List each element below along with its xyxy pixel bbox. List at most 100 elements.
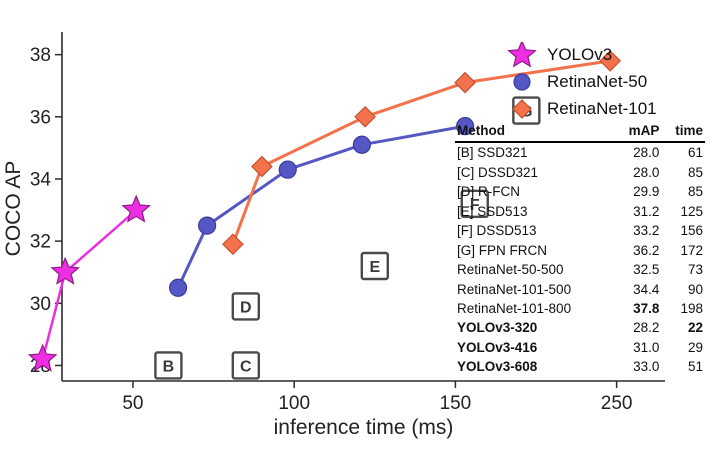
retinanet-101-diamond-marker <box>222 233 244 256</box>
map-cell: 31.0 <box>633 339 660 355</box>
map-cell: 34.4 <box>633 281 660 297</box>
annotation-letter: B <box>163 358 175 375</box>
method-cell: RetinaNet-50-500 <box>457 262 564 278</box>
annotation-box-D <box>231 292 261 321</box>
method-cell: YOLOv3-320 <box>457 320 538 336</box>
time-cell: 85 <box>687 184 703 200</box>
y-tick-label: 36 <box>30 107 51 128</box>
annotation-C: C <box>231 351 261 380</box>
yolov3-line <box>41 208 138 361</box>
method-cell: YOLOv3-416 <box>457 339 538 355</box>
time-cell: 22 <box>687 320 703 336</box>
table-header-row: Method mAP time <box>455 121 705 144</box>
map-cell: 31.2 <box>633 203 660 219</box>
results-table: Method mAP time [B] SSD321 28.0 61 [C] DSSD321… <box>455 121 705 377</box>
time-cell: 85 <box>687 164 703 180</box>
legend-label-yolov3: YOLOv3 <box>547 45 613 64</box>
annotation-D: D <box>231 292 261 321</box>
time-cell: 156 <box>680 223 703 239</box>
table-header-method: Method <box>455 121 610 144</box>
map-cell: 28.2 <box>633 320 660 336</box>
annotation-box-F <box>460 189 489 219</box>
table-row: [E] SSD513 31.2 125 <box>455 202 705 221</box>
legend-item-yolov3: YOLOv3 <box>506 42 657 68</box>
method-cell: RetinaNet-101-800 <box>457 300 572 316</box>
y-axis-title: COCO AP <box>2 161 25 257</box>
map-cell: 33.2 <box>633 223 660 239</box>
table-row: RetinaNet-101-500 34.4 90 <box>455 280 705 299</box>
annotation-F: F <box>460 189 489 219</box>
table-row: RetinaNet-50-500 32.5 73 <box>455 260 705 279</box>
retinanet-50-circle-marker <box>278 160 297 179</box>
table-header-map: mAP <box>609 121 662 144</box>
yolov3-star-marker <box>27 343 58 372</box>
map-cell: 37.8 <box>633 300 660 316</box>
retinanet-50-legend-circle-icon <box>513 73 531 91</box>
method-cell: [C] DSSD321 <box>457 164 539 180</box>
method-cell: [G] FPN FRCN <box>457 242 547 258</box>
legend-label-retinanet-101: RetinaNet-101 <box>547 99 657 118</box>
retinanet-50-line <box>176 124 467 290</box>
method-cell: [D] R-FCN <box>457 184 520 200</box>
annotation-B: B <box>154 351 183 380</box>
map-cell: 28.0 <box>633 145 660 161</box>
annotation-letter: C <box>240 358 252 375</box>
map-cell: 29.9 <box>633 184 660 200</box>
annotation-box-C <box>231 351 261 380</box>
time-cell: 61 <box>687 145 703 161</box>
annotation-letter: E <box>369 259 380 276</box>
table-row: [B] SSD321 28.0 61 <box>455 142 705 162</box>
time-cell: 29 <box>687 339 703 355</box>
map-cell: 36.2 <box>633 242 660 258</box>
method-cell: RetinaNet-101-500 <box>457 281 572 297</box>
legend-item-retinanet-50: RetinaNet-50 <box>506 69 657 95</box>
map-cell: 28.0 <box>633 164 660 180</box>
table-row: [C] DSSD321 28.0 85 <box>455 163 705 182</box>
legend-item-retinanet-101: RetinaNet-101 <box>506 96 657 122</box>
retinanet-101-diamond-marker <box>599 50 622 72</box>
chart-legend: YOLOv3 RetinaNet-50 RetinaNet-101 <box>506 42 657 122</box>
y-tick-label: 32 <box>30 232 51 253</box>
retinanet-101-legend-diamond-icon <box>512 99 532 119</box>
yolov3-legend-star-icon <box>507 42 537 68</box>
retinanet-50-circle-marker <box>352 135 371 154</box>
time-cell: 73 <box>687 262 703 278</box>
yolov3-star-marker <box>121 194 151 223</box>
yolov3-legend-marker <box>507 42 537 68</box>
retinanet-101-diamond-marker <box>251 155 273 178</box>
method-cell: [F] DSSD513 <box>457 223 537 239</box>
y-tick-label: 30 <box>30 294 51 315</box>
method-cell: [E] SSD513 <box>457 203 528 219</box>
retinanet-101-diamond-marker <box>454 71 476 94</box>
table-row: [F] DSSD513 33.2 156 <box>455 221 705 240</box>
retinanet-50-circle-marker <box>168 278 188 297</box>
method-cell: [B] SSD321 <box>457 145 528 161</box>
retinanet-101-diamond-marker <box>354 105 376 128</box>
results-table-wrap: Method mAP time [B] SSD321 28.0 61 [C] DSSD321… <box>455 121 705 377</box>
method-cell: YOLOv3-608 <box>457 359 538 375</box>
time-cell: 90 <box>687 281 703 297</box>
map-cell: 33.0 <box>633 359 660 375</box>
x-tick-label: 100 <box>278 393 310 414</box>
table-row: YOLOv3-320 28.2 22 <box>455 318 705 337</box>
yolov3-star-marker <box>50 256 80 285</box>
table-row: YOLOv3-416 31.0 29 <box>455 338 705 357</box>
annotation-box-B <box>154 351 183 380</box>
annotation-letter: F <box>470 197 480 214</box>
y-tick-label: 34 <box>30 169 52 190</box>
table-row: YOLOv3-608 33.0 51 <box>455 357 705 376</box>
x-tick-label: 250 <box>601 393 633 414</box>
legend-label-retinanet-50: RetinaNet-50 <box>547 72 648 91</box>
y-tick-label: 38 <box>30 45 51 66</box>
table-header-time: time <box>661 121 705 144</box>
table-row: RetinaNet-101-800 37.8 198 <box>455 299 705 318</box>
x-tick-label: 50 <box>122 393 143 414</box>
time-cell: 172 <box>680 242 703 258</box>
table-row: [D] R-FCN 29.9 85 <box>455 182 705 201</box>
map-cell: 32.5 <box>633 262 660 278</box>
retinanet-50-circle-marker <box>198 216 217 235</box>
x-tick-label: 150 <box>440 393 472 414</box>
retinanet-50-legend-marker <box>513 73 531 91</box>
